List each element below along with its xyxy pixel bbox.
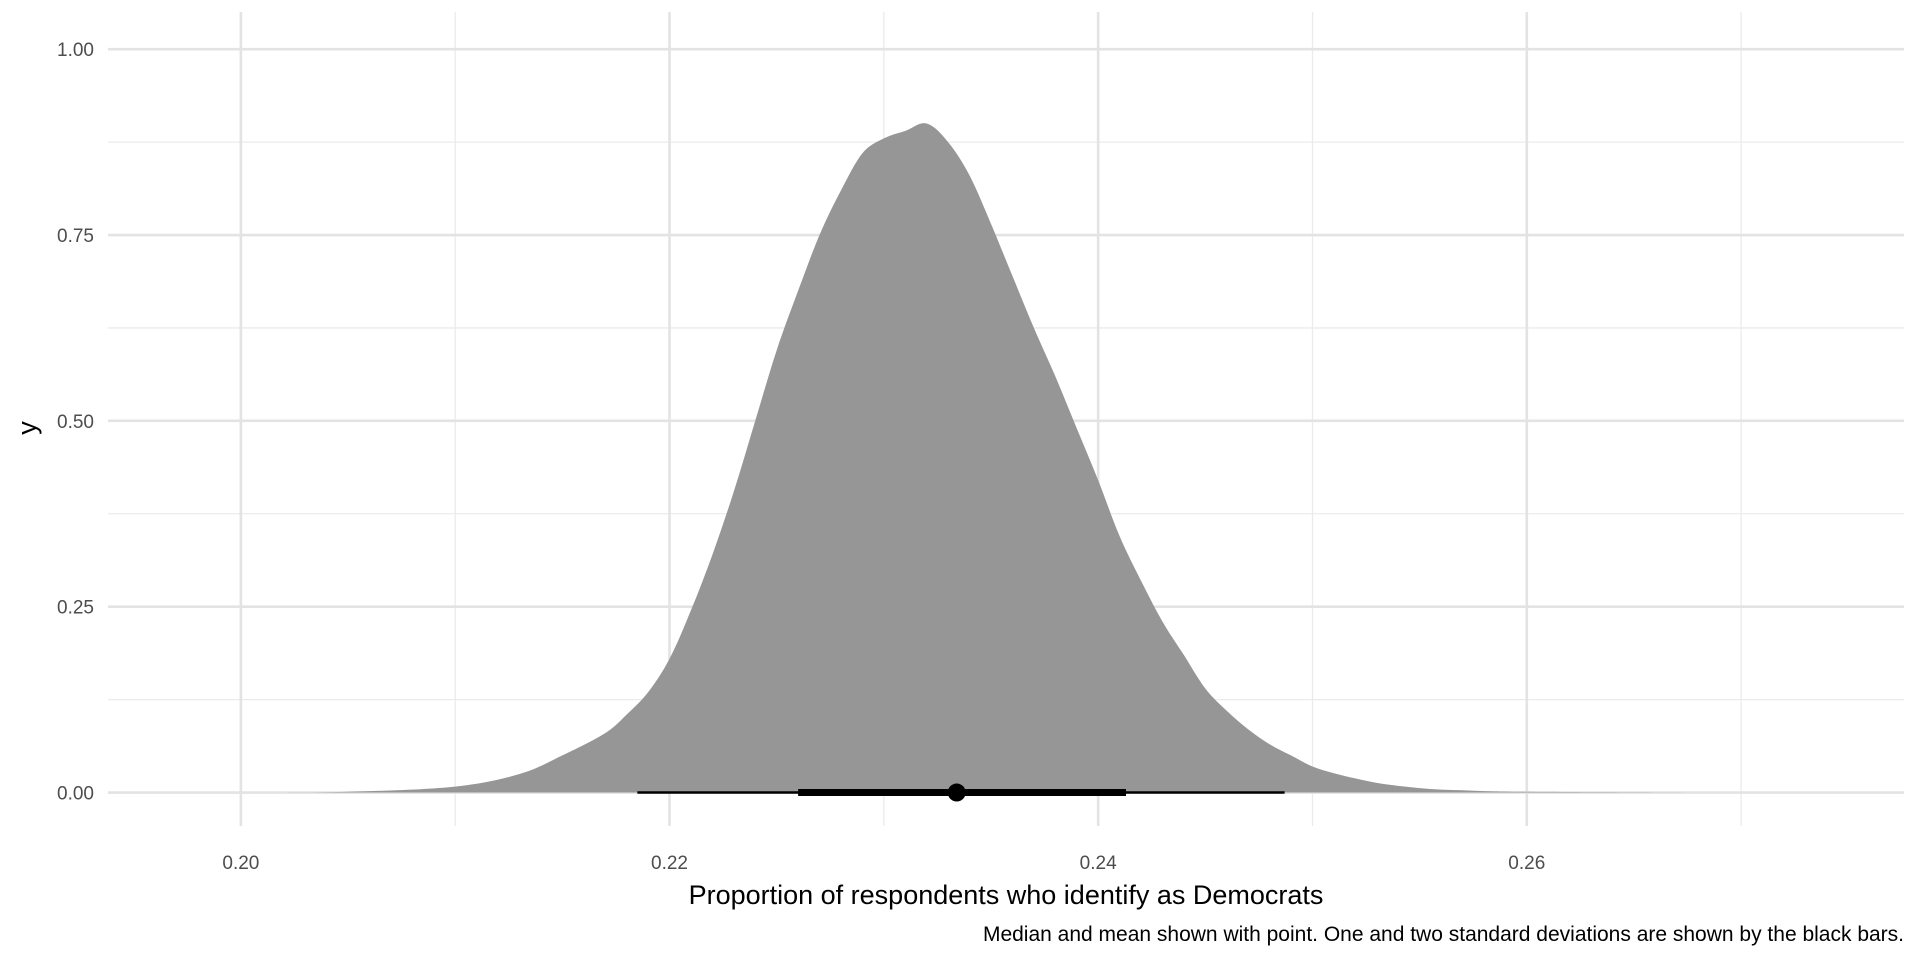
median-point [947, 783, 966, 802]
x-tick-label: 0.26 [1508, 853, 1545, 874]
x-axis-title: Proportion of respondents who identify a… [689, 880, 1324, 910]
y-axis-ticks: 0.00 0.25 0.50 0.75 1.00 [57, 40, 94, 804]
x-tick-label: 0.20 [222, 853, 259, 874]
y-tick-label: 0.25 [57, 598, 94, 619]
x-axis-ticks: 0.20 0.22 0.24 0.26 [222, 853, 1545, 874]
y-tick-label: 0.00 [57, 784, 94, 805]
y-tick-label: 0.50 [57, 412, 94, 433]
density-area [240, 123, 1742, 793]
chart-caption: Median and mean shown with point. One an… [983, 923, 1904, 946]
x-tick-label: 0.24 [1080, 853, 1117, 874]
y-axis-title: y [12, 421, 42, 435]
y-tick-label: 0.75 [57, 226, 94, 247]
y-tick-label: 1.00 [57, 40, 94, 61]
x-tick-label: 0.22 [651, 853, 688, 874]
point-interval [637, 783, 1285, 802]
